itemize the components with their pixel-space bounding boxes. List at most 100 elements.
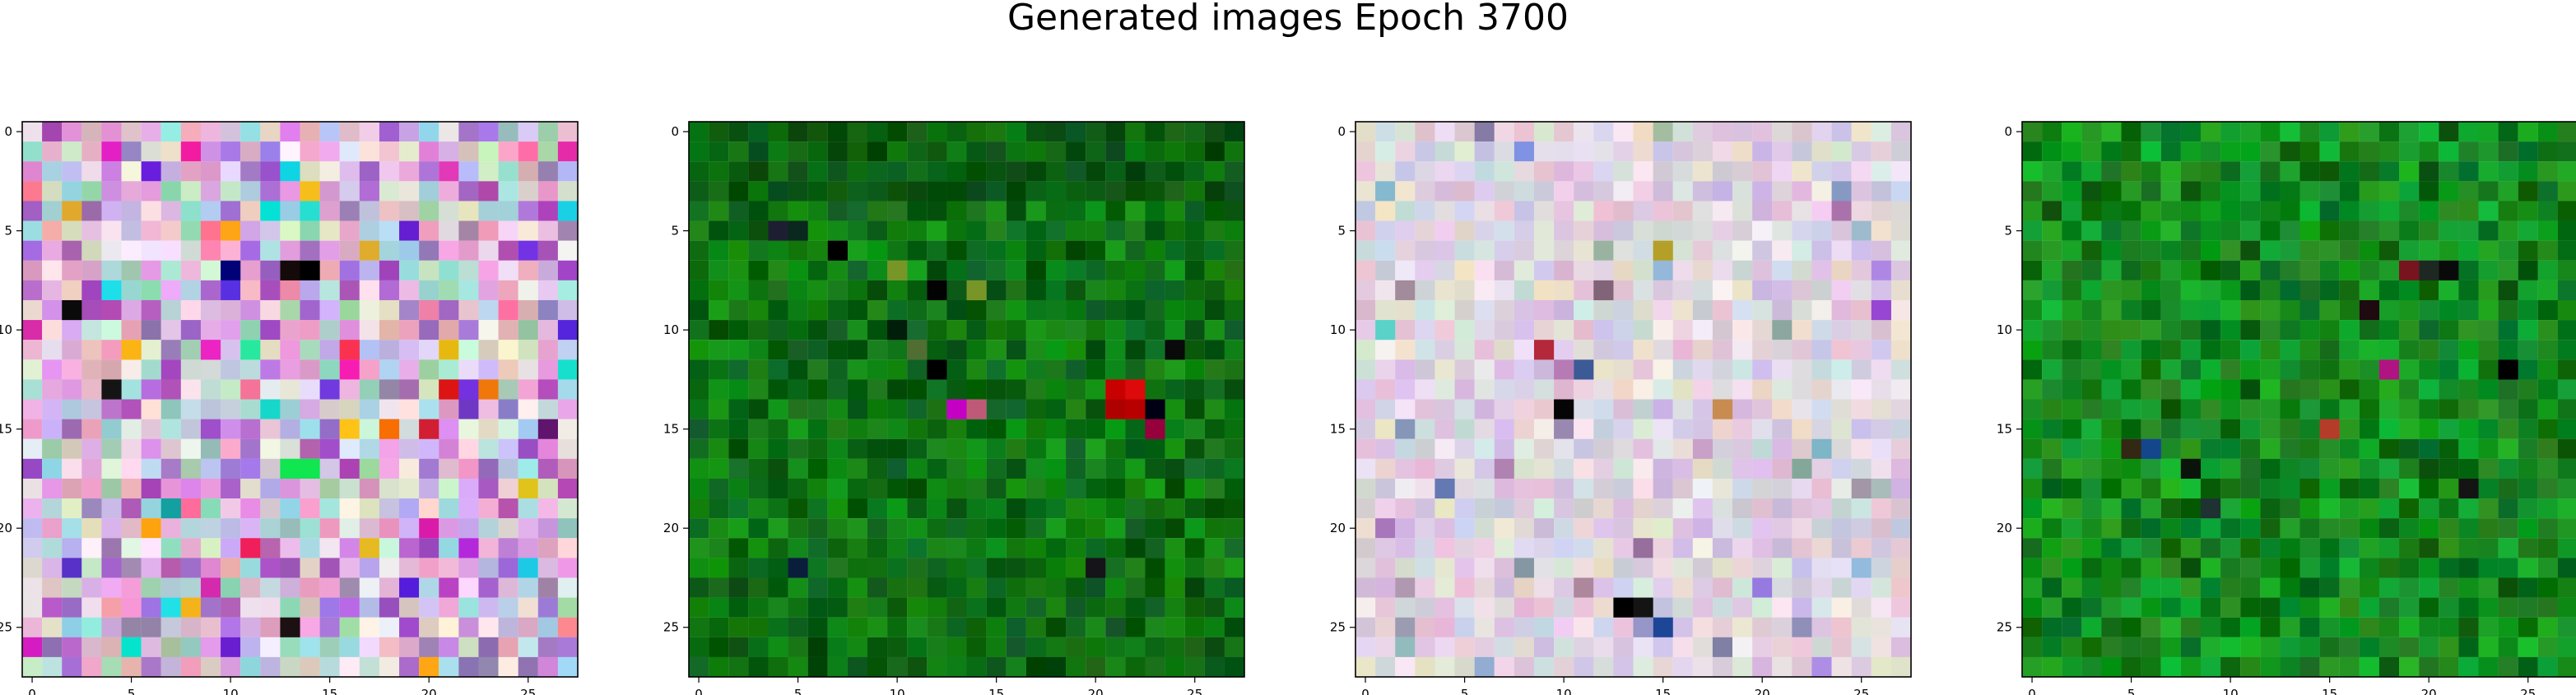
pixel-cell-p4-r0-c12 bbox=[2260, 122, 2281, 142]
pixel-cell-p1-r24-c9 bbox=[200, 597, 221, 618]
pixel-cell-p4-r10-c12 bbox=[2260, 320, 2281, 341]
pixel-cell-p3-r1-c6 bbox=[1474, 141, 1495, 162]
pixel-cell-p2-r0-c4 bbox=[768, 122, 788, 142]
pixel-cell-p1-r15-c6 bbox=[141, 419, 161, 439]
pixel-cell-p3-r9-c18 bbox=[1712, 299, 1733, 321]
pixel-cell-p1-r6-c4 bbox=[101, 240, 122, 261]
pixel-cell-p4-r21-c8 bbox=[2180, 538, 2202, 558]
pixel-cell-p3-r27-c10 bbox=[1554, 656, 1574, 678]
pixel-cell-p3-r24-c23 bbox=[1811, 597, 1832, 618]
pixel-cell-p4-r12-c10 bbox=[2220, 359, 2241, 380]
pixel-cell-p3-r4-c26 bbox=[1871, 201, 1891, 221]
pixel-cell-p2-r24-c8 bbox=[847, 597, 868, 618]
pixel-cell-p4-r27-c26 bbox=[2537, 656, 2558, 678]
pixel-cell-p1-r12-c0 bbox=[22, 359, 43, 380]
pixel-cell-p2-r13-c2 bbox=[728, 379, 749, 400]
pixel-cell-p2-r19-c14 bbox=[966, 498, 987, 519]
pixel-cell-p4-r22-c18 bbox=[2378, 558, 2400, 578]
pixel-cell-p1-r14-c8 bbox=[180, 399, 202, 419]
pixel-cell-p4-r8-c1 bbox=[2042, 280, 2062, 301]
pixel-cell-p2-r20-c17 bbox=[1025, 518, 1047, 539]
pixel-cell-p3-r17-c16 bbox=[1672, 458, 1693, 480]
pixel-cell-p3-r13-c5 bbox=[1454, 379, 1475, 400]
pixel-cell-p3-r8-c5 bbox=[1454, 280, 1475, 301]
pixel-cell-p2-r4-c13 bbox=[946, 201, 967, 221]
pixel-cell-p4-r6-c13 bbox=[2280, 240, 2300, 261]
pixel-cell-p2-r4-c12 bbox=[927, 201, 947, 221]
pixel-cell-p1-r23-c12 bbox=[260, 577, 281, 598]
pixel-cell-p3-r19-c7 bbox=[1494, 498, 1514, 519]
pixel-cell-p3-r1-c12 bbox=[1593, 141, 1614, 162]
pixel-cell-p3-r24-c0 bbox=[1355, 597, 1376, 618]
pixel-cell-p2-r15-c21 bbox=[1105, 419, 1126, 439]
pixel-cell-p4-r8-c20 bbox=[2419, 280, 2439, 301]
pixel-cell-p1-r27-c22 bbox=[458, 656, 479, 678]
pixel-cell-p3-r23-c8 bbox=[1514, 577, 1535, 598]
pixel-cell-p2-r15-c2 bbox=[728, 419, 749, 439]
pixel-cell-p2-r0-c14 bbox=[966, 122, 987, 142]
pixel-cell-p2-r0-c9 bbox=[867, 122, 888, 142]
pixel-cell-p1-r7-c27 bbox=[557, 260, 579, 280]
pixel-cell-p1-r9-c6 bbox=[141, 299, 161, 321]
pixel-cell-p3-r21-c20 bbox=[1752, 538, 1773, 558]
pixel-cell-p3-r18-c14 bbox=[1633, 478, 1653, 499]
pixel-cell-p2-r7-c3 bbox=[748, 260, 769, 280]
pixel-cell-p1-r26-c23 bbox=[478, 637, 499, 657]
pixel-cell-p2-r24-c24 bbox=[1165, 597, 1185, 618]
pixel-cell-p4-r23-c13 bbox=[2280, 577, 2300, 598]
pixel-cell-p1-r2-c7 bbox=[160, 161, 181, 182]
pixel-cell-p3-r4-c5 bbox=[1454, 201, 1475, 221]
pixel-cell-p1-r26-c10 bbox=[221, 637, 241, 657]
pixel-cell-p1-r0-c14 bbox=[300, 122, 320, 142]
pixel-cell-p2-r24-c7 bbox=[827, 597, 848, 618]
pixel-cell-p4-r17-c19 bbox=[2399, 458, 2420, 480]
pixel-cell-p2-r14-c15 bbox=[986, 399, 1007, 419]
pixel-cell-p1-r1-c1 bbox=[42, 141, 63, 162]
pixel-cell-p2-r24-c18 bbox=[1045, 597, 1067, 618]
pixel-cell-p1-r23-c22 bbox=[458, 577, 479, 598]
pixel-cell-p4-r15-c21 bbox=[2439, 419, 2459, 439]
x-tick-label-p3-3: 15 bbox=[1655, 687, 1671, 695]
pixel-cell-p2-r5-c11 bbox=[907, 220, 928, 241]
pixel-cell-p3-r24-c12 bbox=[1593, 597, 1614, 618]
pixel-cell-p1-r22-c12 bbox=[260, 558, 281, 578]
pixel-cell-p3-r15-c1 bbox=[1375, 419, 1396, 439]
pixel-cell-p2-r25-c8 bbox=[847, 617, 868, 637]
pixel-cell-p2-r27-c12 bbox=[927, 656, 947, 678]
pixel-cell-p4-r16-c8 bbox=[2180, 438, 2202, 459]
pixel-cell-p1-r9-c8 bbox=[180, 299, 202, 321]
pixel-cell-p4-r12-c1 bbox=[2042, 359, 2062, 380]
pixel-cell-p1-r20-c12 bbox=[260, 518, 281, 539]
pixel-cell-p4-r1-c14 bbox=[2299, 141, 2320, 162]
pixel-cell-p2-r27-c16 bbox=[1006, 656, 1026, 678]
pixel-cell-p2-r13-c14 bbox=[966, 379, 987, 400]
pixel-cell-p4-r17-c2 bbox=[2062, 458, 2082, 480]
pixel-cell-p4-r18-c15 bbox=[2319, 478, 2340, 499]
pixel-cell-p3-r19-c25 bbox=[1851, 498, 1872, 519]
pixel-cell-p3-r3-c5 bbox=[1454, 181, 1475, 202]
pixel-cell-p1-r11-c1 bbox=[42, 340, 63, 360]
pixel-cell-p2-r12-c15 bbox=[986, 359, 1007, 380]
pixel-cell-p2-r1-c6 bbox=[807, 141, 828, 162]
pixel-cell-p4-r27-c18 bbox=[2378, 656, 2400, 678]
pixel-cell-p2-r4-c10 bbox=[887, 201, 908, 221]
pixel-cell-p4-r23-c14 bbox=[2299, 577, 2320, 598]
pixel-highlight-p3-1 bbox=[1653, 240, 1673, 261]
pixel-cell-p4-r5-c14 bbox=[2299, 220, 2320, 241]
pixel-cell-p3-r10-c6 bbox=[1474, 320, 1495, 341]
pixel-cell-p3-r16-c15 bbox=[1653, 438, 1673, 459]
pixel-highlight-p2-19 bbox=[788, 558, 808, 578]
pixel-cell-p3-r27-c17 bbox=[1692, 656, 1713, 678]
pixel-cell-p4-r11-c20 bbox=[2419, 340, 2439, 360]
pixel-cell-p1-r20-c9 bbox=[200, 518, 221, 539]
pixel-cell-p4-r2-c23 bbox=[2478, 161, 2499, 182]
pixel-cell-p3-r26-c22 bbox=[1792, 637, 1812, 657]
pixel-cell-p1-r21-c21 bbox=[439, 538, 459, 558]
pixel-highlight-p2-12 bbox=[1125, 379, 1146, 400]
pixel-cell-p3-r26-c11 bbox=[1574, 637, 1594, 657]
pixel-cell-p3-r14-c21 bbox=[1772, 399, 1793, 419]
pixel-cell-p2-r14-c11 bbox=[907, 399, 928, 419]
pixel-cell-p2-r15-c16 bbox=[1006, 419, 1026, 439]
pixel-highlight-p1-5 bbox=[200, 340, 221, 360]
pixel-cell-p1-r23-c2 bbox=[62, 577, 82, 598]
